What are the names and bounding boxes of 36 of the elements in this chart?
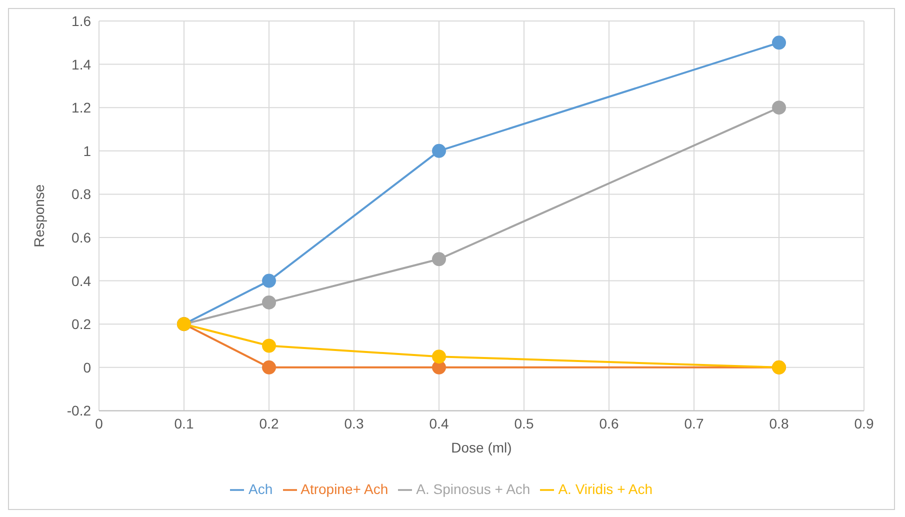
y-tick-label: 1 [83,142,92,159]
x-tick-label: 0.8 [769,416,789,432]
x-axis-title: Dose (ml) [451,440,512,456]
point [262,338,276,353]
x-tick-label: 0 [95,416,104,432]
point [772,100,786,115]
x-tick-label: 0.4 [429,416,449,432]
point [262,295,276,310]
y-tick-label: 1.6 [72,12,92,29]
y-tick-label: 0 [83,359,92,376]
point [772,36,786,50]
legend-label: Atropine+ Ach [300,480,388,497]
x-tick-label: 0.5 [514,416,534,432]
legend-label: A. Spinosus + Ach [416,480,530,497]
point [432,144,446,158]
y-tick-label: 0.8 [72,186,92,202]
point [262,274,276,288]
x-tick-label: 0.2 [259,416,279,432]
x-tick-label: 0.7 [684,416,704,432]
point [262,360,276,374]
y-tick-label: -0.2 [66,402,92,419]
y-tick-label: 0.6 [72,229,92,246]
point [432,252,446,266]
y-tick-label: 0.4 [72,272,92,289]
y-tick-label: 0.2 [72,316,92,332]
x-tick-label: 0.6 [599,416,619,432]
x-tick-label: 0.9 [854,416,874,432]
point [432,360,446,374]
legend-label: Ach [248,480,273,497]
x-tick-label: 0.1 [174,416,194,432]
point [432,350,446,364]
y-axis-title: Response [30,184,47,248]
legend-label: A. Viridis + Ach [558,480,652,497]
y-tick-label: 1.2 [72,100,92,116]
y-tick-label: 1.4 [72,56,92,72]
x-tick-label: 0.3 [344,416,364,432]
